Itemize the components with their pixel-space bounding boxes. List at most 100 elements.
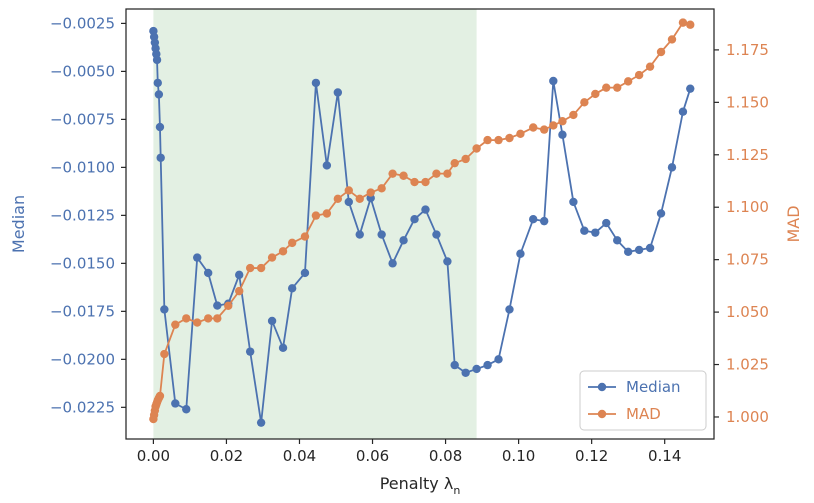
right-y-tick-label: 1.125 — [726, 146, 769, 164]
x-axis-label-text: Penalty λ — [380, 474, 454, 493]
mad-data-point — [399, 171, 408, 180]
mad-data-point — [443, 169, 452, 178]
median-data-point — [377, 230, 386, 239]
median-data-point — [483, 360, 492, 370]
mad-data-point — [267, 253, 277, 262]
median-data-point — [634, 245, 644, 255]
x-tick-label: 0.02 — [210, 447, 243, 465]
mad-data-point — [656, 47, 666, 57]
median-data-point — [667, 163, 677, 172]
mad-data-point — [580, 98, 589, 107]
mad-data-point — [256, 263, 266, 273]
mad-data-point — [278, 247, 288, 256]
median-data-point — [558, 130, 567, 139]
median-data-point — [580, 226, 589, 235]
mad-data-point — [494, 135, 503, 145]
mad-data-point — [450, 158, 459, 168]
median-data-point — [245, 347, 255, 356]
median-data-point — [529, 215, 538, 224]
median-data-point — [300, 268, 310, 278]
left-y-tick-label: −0.0125 — [50, 206, 115, 224]
median-data-point — [421, 205, 430, 214]
mad-data-point — [686, 20, 695, 29]
median-data-point — [155, 122, 165, 132]
median-data-point — [686, 84, 695, 93]
legend-mad-marker — [597, 409, 607, 419]
left-y-tick-label: −0.0025 — [50, 14, 115, 32]
mad-data-point — [366, 188, 375, 197]
mad-data-point — [160, 349, 169, 359]
median-data-point — [267, 316, 277, 326]
mad-data-point — [667, 35, 677, 44]
mad-data-point — [155, 391, 165, 401]
mad-data-point — [421, 177, 430, 187]
shaded-region — [153, 9, 477, 439]
median-data-point — [656, 209, 666, 218]
right-y-tick-label: 1.175 — [726, 41, 769, 59]
x-axis-ticks: 0.00 0.02 0.04 0.06 0.08 0.10 0.12 0.14 — [137, 439, 681, 465]
median-data-point — [344, 197, 353, 207]
right-y-tick-label: 1.050 — [726, 303, 769, 321]
x-tick-label: 0.10 — [502, 447, 535, 465]
left-y-tick-label: −0.0100 — [50, 158, 115, 176]
mad-data-point — [203, 314, 213, 323]
legend: Median MAD — [579, 370, 707, 431]
mad-data-point — [344, 186, 353, 195]
median-data-point — [549, 76, 558, 86]
median-data-point — [287, 284, 297, 293]
mad-data-point — [539, 125, 549, 134]
right-y-tick-label: 1.075 — [726, 251, 769, 269]
left-y-tick-label: −0.0050 — [50, 62, 115, 80]
mad-data-point — [182, 314, 191, 323]
right-y-tick-label: 1.025 — [726, 356, 769, 374]
median-data-point — [278, 343, 288, 353]
mad-data-point — [388, 169, 397, 178]
median-data-point — [154, 90, 164, 99]
mad-data-point — [569, 110, 578, 120]
right-y-tick-label: 1.000 — [726, 408, 769, 426]
median-data-point — [516, 249, 525, 258]
left-y-tick-label: −0.0225 — [50, 398, 115, 416]
mad-data-point — [591, 89, 600, 99]
mad-data-point — [602, 83, 611, 92]
left-y-tick-label: −0.0075 — [50, 110, 115, 128]
right-y-tick-label: 1.150 — [726, 93, 769, 111]
median-data-point — [333, 88, 343, 97]
mad-data-point — [224, 301, 233, 311]
median-data-point — [399, 236, 408, 245]
median-data-point — [569, 197, 578, 207]
median-data-point — [388, 259, 397, 268]
mad-data-point — [472, 144, 481, 153]
x-tick-label: 0.04 — [283, 447, 316, 465]
mad-data-point — [171, 320, 180, 329]
right-y-axis-label: MAD — [784, 205, 803, 242]
x-tick-label: 0.08 — [429, 447, 462, 465]
mad-data-point — [245, 263, 255, 273]
mad-data-point — [322, 209, 332, 218]
median-data-point — [432, 230, 441, 239]
mad-data-point — [287, 238, 297, 248]
mad-data-point — [483, 135, 492, 145]
median-data-point — [160, 305, 169, 314]
x-tick-label: 0.14 — [648, 447, 681, 465]
median-data-point — [613, 236, 622, 245]
median-data-point — [171, 399, 180, 408]
series-layer — [149, 18, 695, 427]
left-y-axis-ticks: −0.0225 −0.0200 −0.0175 −0.0150 −0.0125 −0.01… — [50, 14, 126, 416]
mad-data-point — [300, 232, 310, 241]
median-data-point — [152, 55, 162, 65]
plot-frame — [125, 8, 715, 440]
median-data-point — [494, 355, 503, 364]
x-axis-label: Penalty λn — [380, 474, 461, 497]
mad-data-point — [645, 62, 655, 71]
mad-data-point — [333, 194, 343, 204]
median-data-point — [472, 364, 481, 374]
mad-data-point — [516, 129, 525, 139]
mad-data-point — [529, 123, 538, 132]
legend-box — [579, 370, 707, 431]
median-data-point — [182, 405, 191, 414]
median-data-point — [203, 268, 213, 278]
mad-data-point — [410, 177, 419, 187]
mad-data-point — [432, 169, 441, 178]
mad-data-point — [634, 70, 644, 80]
